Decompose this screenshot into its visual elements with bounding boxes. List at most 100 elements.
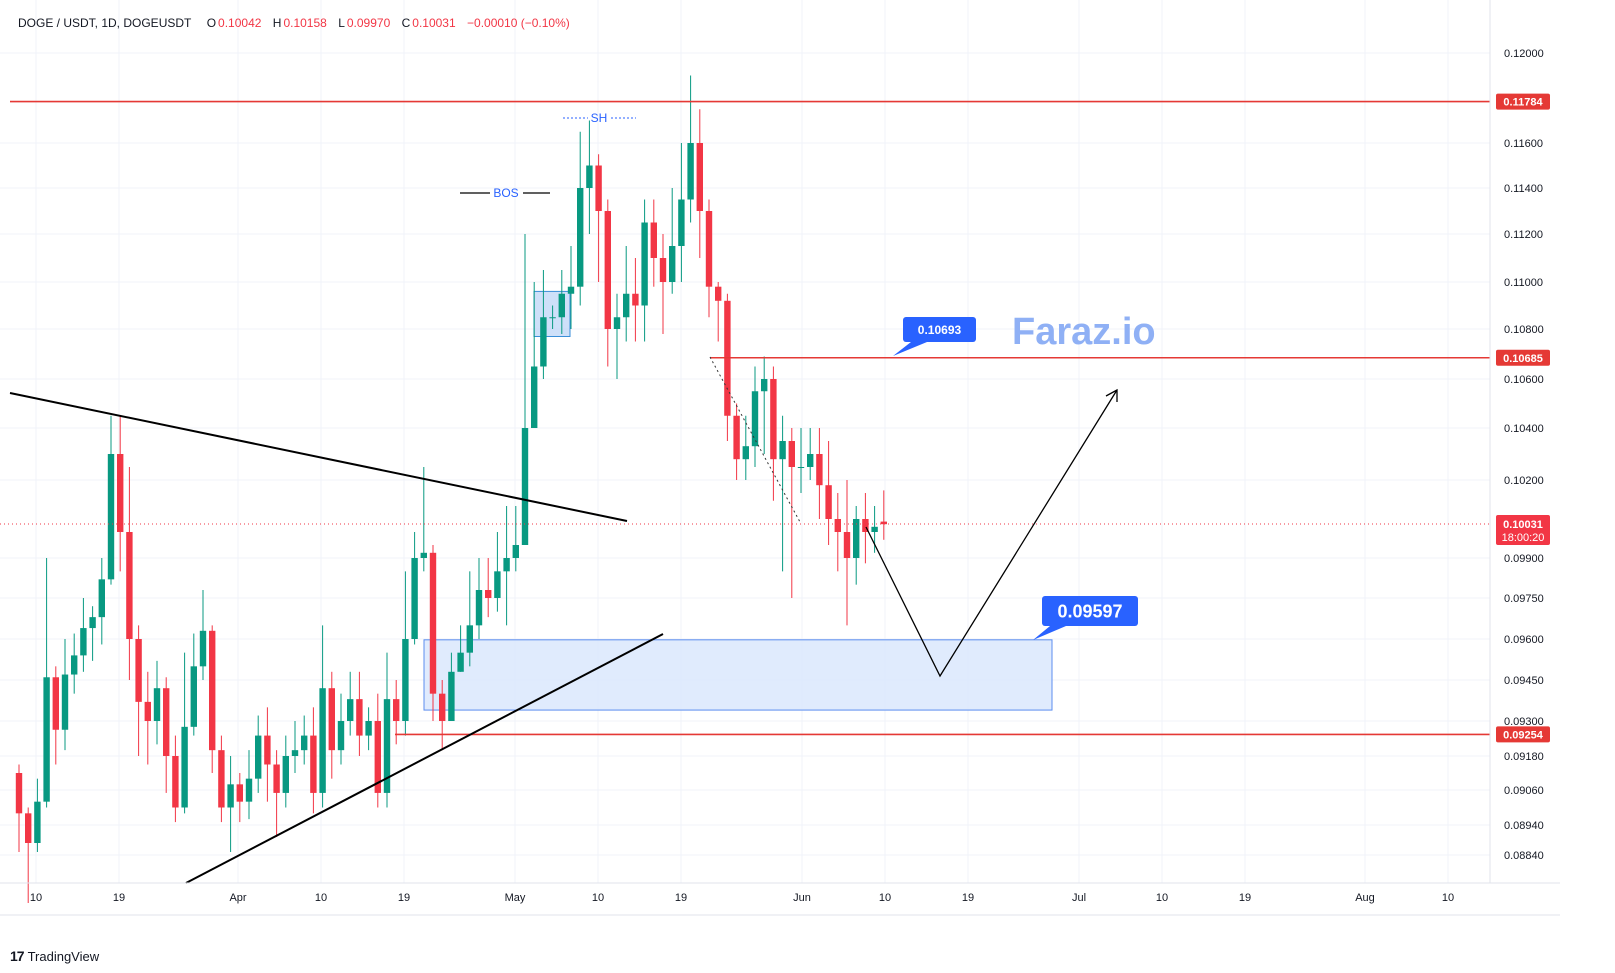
time-tick-label: Aug <box>1355 892 1375 904</box>
candle <box>595 154 602 282</box>
candle-body <box>448 671 455 721</box>
candle <box>466 571 473 667</box>
candle-body <box>199 630 207 667</box>
candle-body <box>310 735 317 793</box>
candle-body <box>356 699 363 736</box>
candle <box>328 671 335 779</box>
candle-body <box>586 165 593 188</box>
candle <box>374 693 381 808</box>
candle <box>98 558 105 645</box>
candle-body <box>761 379 768 392</box>
candle-body <box>678 199 685 246</box>
candle-body <box>52 677 59 730</box>
time-tick-label: 19 <box>113 892 125 904</box>
candle <box>678 143 685 282</box>
candle <box>347 671 354 736</box>
candle-body <box>705 211 713 287</box>
candle <box>255 715 262 793</box>
candle-body <box>871 526 878 532</box>
candle <box>540 270 547 379</box>
price-tick-label: 0.09750 <box>1504 593 1544 605</box>
candle-body <box>567 286 575 294</box>
candle-body <box>457 652 464 672</box>
candle <box>245 750 253 820</box>
open-value: 0.10042 <box>218 16 262 30</box>
candle-body <box>135 639 142 702</box>
candle-body <box>797 467 805 468</box>
candle-body <box>641 222 648 306</box>
candle <box>705 199 713 318</box>
symbol-legend: DOGE / USDT, 1D, DOGEUSDT O 0.10042 H 0.10… <box>18 16 578 30</box>
candle <box>89 606 96 661</box>
candle <box>623 246 630 342</box>
candle <box>512 506 519 572</box>
candle <box>843 480 851 626</box>
candle <box>880 490 887 540</box>
candle-body <box>402 639 409 721</box>
candle <box>153 660 161 745</box>
time-tick-label: 19 <box>962 892 974 904</box>
candle-body <box>862 519 869 532</box>
price-tick-label: 0.09060 <box>1504 785 1544 797</box>
projection-path <box>865 389 1118 678</box>
candle <box>834 493 841 572</box>
candle <box>696 109 703 258</box>
level-price-tag-text: 0.10685 <box>1503 353 1543 365</box>
candle <box>613 293 621 379</box>
tradingview-label: TradingView <box>27 948 100 964</box>
time-tick-label: 10 <box>30 892 42 904</box>
price-tick-label: 0.10400 <box>1504 423 1544 435</box>
candle-body <box>715 286 722 301</box>
candle <box>337 693 345 765</box>
candle <box>503 506 510 626</box>
last-price-tag <box>1496 514 1550 545</box>
candle <box>80 598 87 672</box>
candle-body <box>659 258 667 282</box>
candle <box>825 441 832 545</box>
candle-body <box>365 721 372 736</box>
candle <box>383 652 391 808</box>
candle <box>236 773 243 823</box>
candle-body <box>669 246 676 282</box>
symbol-name[interactable]: DOGE / USDT, 1D, DOGEUSDT <box>18 16 192 30</box>
time-tick-label: 19 <box>1239 892 1251 904</box>
candle <box>301 715 308 765</box>
time-tick-label: 19 <box>675 892 687 904</box>
candle <box>117 415 124 572</box>
candle <box>126 467 133 680</box>
candle <box>567 246 575 329</box>
candle-body <box>577 188 584 287</box>
bos-label: BOS <box>493 186 518 200</box>
candle-body <box>319 688 326 793</box>
candle <box>494 532 501 612</box>
candle-body <box>273 764 280 793</box>
candle-body <box>853 519 860 558</box>
price-tick-label: 0.11400 <box>1504 183 1543 195</box>
candle <box>650 199 657 287</box>
candle-body <box>236 784 243 802</box>
candle <box>163 677 170 793</box>
close-value: 0.10031 <box>412 16 456 30</box>
candle-body <box>25 813 32 843</box>
price-tick-label: 0.09180 <box>1504 751 1544 763</box>
callout-top-text: 0.10693 <box>918 323 962 337</box>
candle <box>604 199 611 367</box>
candle <box>43 558 50 808</box>
candle-body <box>512 545 519 558</box>
candle <box>733 403 740 480</box>
price-tick-label: 0.08940 <box>1504 820 1544 832</box>
candle-body <box>80 628 87 656</box>
candle-body <box>153 688 161 721</box>
candle-body <box>209 630 216 751</box>
time-tick-label: 10 <box>592 892 604 904</box>
candle <box>816 428 823 519</box>
callout-zone-text: 0.09597 <box>1057 601 1122 621</box>
price-tick-label: 0.11000 <box>1504 277 1543 289</box>
candle <box>402 571 409 736</box>
change-value: −0.00010 (−0.10%) <box>467 16 570 30</box>
close-label: C <box>401 16 411 30</box>
tradingview-branding[interactable]: 17 TradingView <box>10 948 99 964</box>
time-tick-label: Jul <box>1072 892 1086 904</box>
candle-body <box>163 688 170 756</box>
